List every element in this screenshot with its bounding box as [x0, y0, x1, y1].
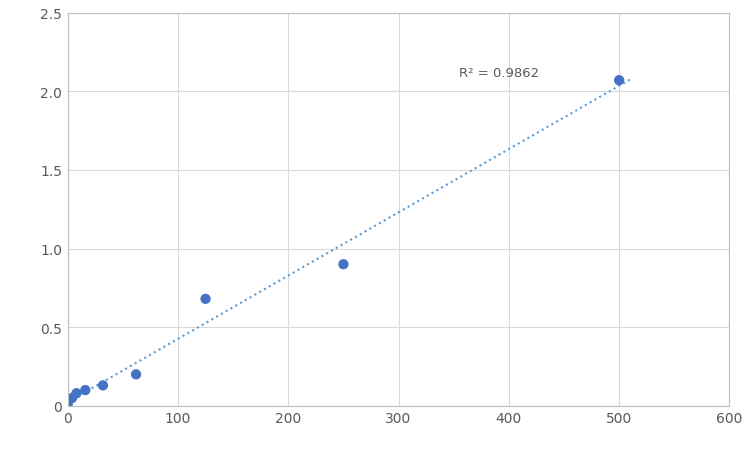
Point [79, 387, 91, 394]
Point [66, 395, 78, 402]
Point [71, 390, 83, 397]
Text: R² = 0.9862: R² = 0.9862 [459, 67, 539, 80]
Point [97, 382, 109, 389]
Point [62, 401, 74, 408]
Point [338, 261, 350, 268]
Point [130, 371, 142, 378]
Point [613, 78, 625, 85]
Point [199, 295, 211, 303]
